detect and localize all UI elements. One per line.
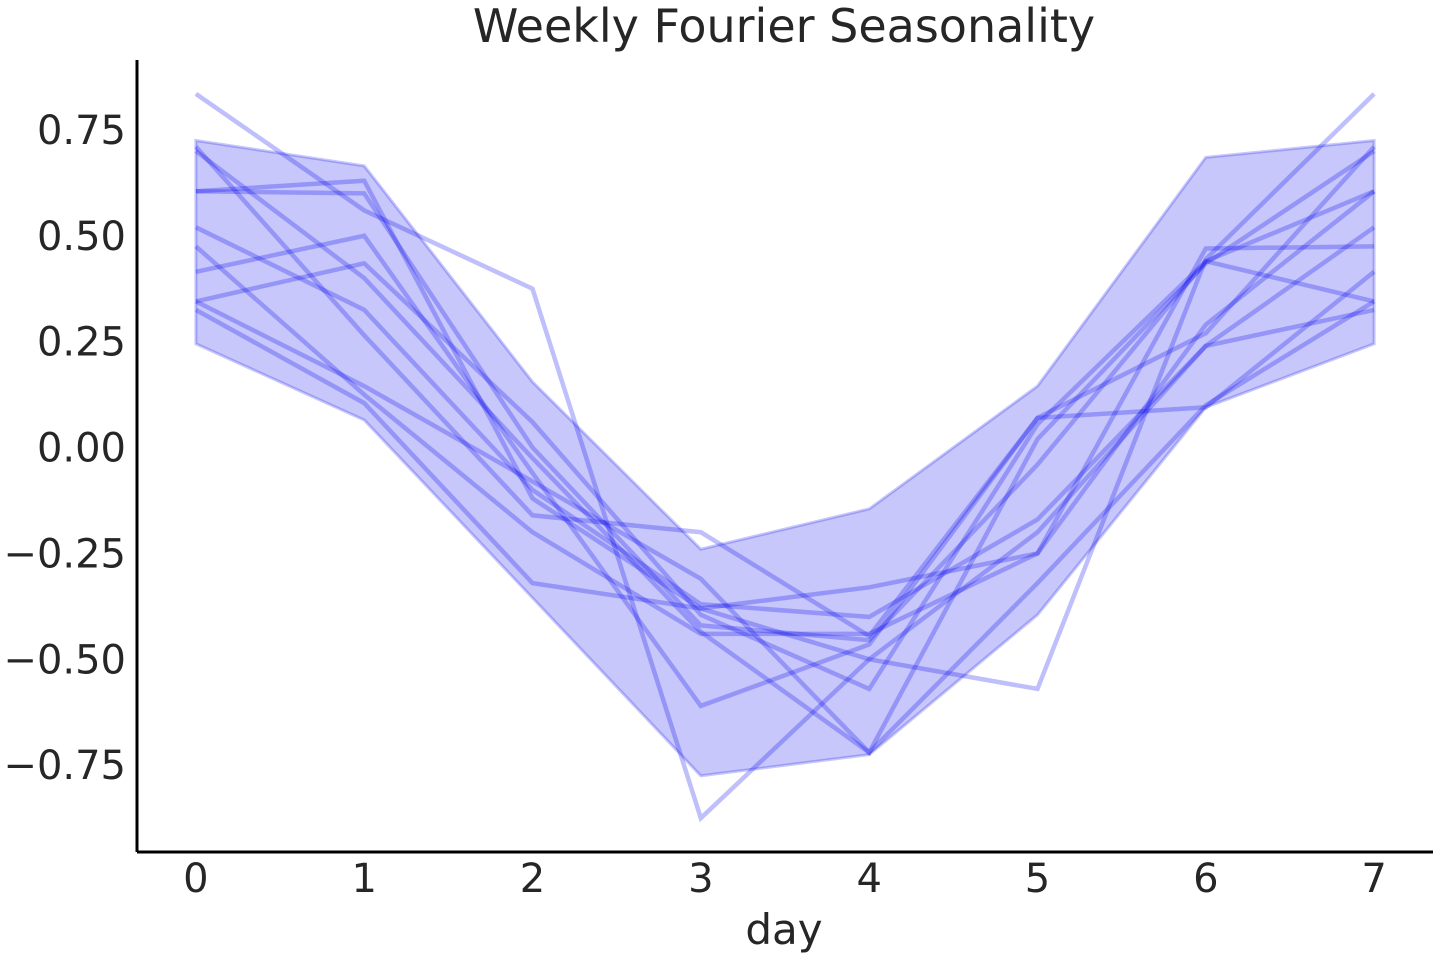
y-tick-labels: 0.75 0.50 0.25 0.00 −0.25 −0.50 −0.75 xyxy=(3,108,126,789)
interval-band-layer xyxy=(194,138,1376,778)
series-line-1 xyxy=(194,92,1376,823)
y-tick-label: −0.25 xyxy=(3,531,126,577)
series-line-6 xyxy=(194,225,1376,620)
y-tick-label: 0.25 xyxy=(37,320,126,366)
series-lines-layer xyxy=(194,92,1376,823)
x-axis-label: day xyxy=(745,905,822,954)
y-tick-label: 0.00 xyxy=(37,426,126,472)
series-line-3 xyxy=(194,149,1376,756)
x-tick-labels: 0 1 2 3 4 5 6 7 xyxy=(183,856,1387,902)
x-tick-label: 7 xyxy=(1361,856,1386,902)
y-tick-label: 0.50 xyxy=(37,214,126,260)
series-line-4 xyxy=(195,189,1375,643)
series-line-2 xyxy=(194,145,1376,639)
series-line-7 xyxy=(194,244,1375,637)
series-line-10 xyxy=(194,299,1376,756)
x-tick-label: 1 xyxy=(351,856,376,902)
series-line-5 xyxy=(195,178,1376,611)
x-tick-label: 2 xyxy=(520,856,545,902)
series-line-8 xyxy=(195,233,1376,709)
interval-band xyxy=(194,138,1376,778)
x-tick-label: 6 xyxy=(1193,856,1218,902)
series-line-9 xyxy=(195,258,1375,692)
x-tick-label: 0 xyxy=(183,856,208,902)
y-tick-label: −0.50 xyxy=(3,637,126,683)
series-line-11 xyxy=(194,307,1375,662)
x-tick-label: 5 xyxy=(1025,856,1050,902)
chart-title: Weekly Fourier Seasonality xyxy=(473,0,1095,53)
x-tick-label: 3 xyxy=(688,856,713,902)
y-tick-label: 0.75 xyxy=(37,108,126,154)
y-tick-label: −0.75 xyxy=(3,743,126,789)
x-tick-label: 4 xyxy=(856,856,881,902)
